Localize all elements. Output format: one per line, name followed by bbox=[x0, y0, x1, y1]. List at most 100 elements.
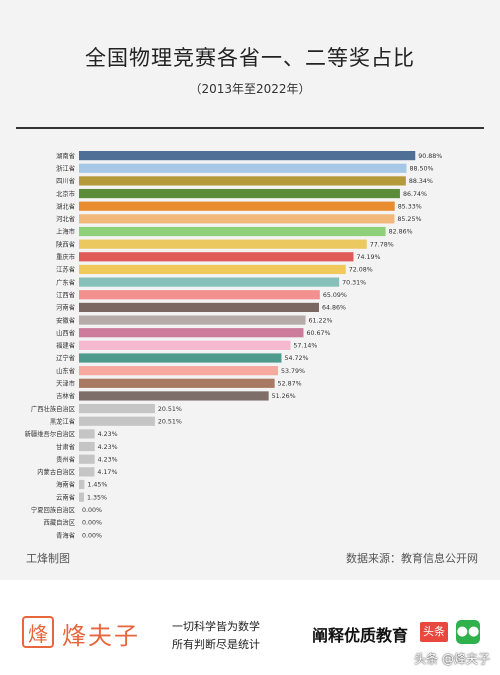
category-label: 云南省 bbox=[56, 492, 75, 501]
category-label: 内蒙古自治区 bbox=[37, 467, 75, 476]
brand-logo[interactable]: 烽 bbox=[22, 616, 54, 648]
bar bbox=[79, 492, 84, 502]
value-label: 64.86% bbox=[322, 305, 346, 312]
bar bbox=[79, 176, 406, 186]
category-label: 吉林省 bbox=[56, 391, 75, 400]
value-label: 88.34% bbox=[409, 178, 433, 185]
bar bbox=[79, 391, 269, 401]
value-label: 20.51% bbox=[158, 418, 182, 425]
category-label: 宁夏回族自治区 bbox=[31, 505, 75, 514]
bar-chart: 湖南省 90.88% 浙江省 88.50% 四川省 88.34% 北京市 86.74% 湖北省 8… bbox=[25, 151, 443, 539]
value-label: 54.72% bbox=[284, 355, 308, 362]
category-label: 福建省 bbox=[56, 341, 75, 350]
wechat-icon[interactable]: ●● bbox=[456, 620, 480, 644]
brand-tagline: 阐释优质教育 bbox=[312, 626, 409, 645]
value-label: 0.00% bbox=[82, 532, 102, 539]
bar bbox=[79, 264, 346, 275]
category-label: 西藏自治区 bbox=[44, 518, 75, 527]
value-label: 70.31% bbox=[342, 279, 366, 286]
category-label: 贵州省 bbox=[56, 454, 75, 463]
bar bbox=[79, 201, 395, 211]
category-label: 陕西省 bbox=[56, 239, 75, 248]
value-label: 90.88% bbox=[418, 153, 442, 160]
value-label: 53.79% bbox=[281, 368, 305, 375]
category-label: 湖南省 bbox=[56, 151, 75, 160]
bar bbox=[79, 404, 155, 414]
value-label: 82.86% bbox=[389, 229, 413, 236]
bar bbox=[79, 429, 95, 439]
value-label: 86.74% bbox=[403, 191, 427, 198]
brand-slogan: 一切科学皆为数学 所有判断尽是统计 bbox=[172, 618, 260, 654]
value-label: 4.23% bbox=[98, 444, 118, 451]
value-label: 57.14% bbox=[293, 343, 317, 350]
category-label: 安徽省 bbox=[56, 315, 75, 324]
toutiao-badge[interactable]: 头条 bbox=[420, 622, 448, 642]
value-label: 60.67% bbox=[306, 330, 330, 337]
value-label: 20.51% bbox=[158, 406, 182, 413]
bar bbox=[79, 214, 395, 224]
bar bbox=[79, 328, 304, 338]
bar bbox=[79, 226, 386, 237]
category-label: 新疆维吾尔自治区 bbox=[25, 429, 75, 438]
value-label: 4.17% bbox=[97, 469, 117, 476]
category-label: 辽宁省 bbox=[56, 353, 75, 362]
chart-title: 全国物理竞赛各省一、二等奖占比 bbox=[85, 46, 415, 70]
chart-subtitle: （2013年至2022年） bbox=[189, 82, 311, 96]
bar bbox=[79, 340, 291, 350]
bar bbox=[79, 441, 95, 452]
bar bbox=[79, 188, 400, 199]
value-label: 52.87% bbox=[278, 381, 302, 388]
source-label: 数据来源：教育信息公开网 bbox=[346, 552, 478, 565]
value-label: 0.00% bbox=[82, 507, 102, 514]
value-label: 1.35% bbox=[87, 494, 107, 501]
slogan-line-2: 所有判断尽是统计 bbox=[172, 638, 260, 651]
category-label: 山东省 bbox=[56, 366, 75, 375]
category-label: 黑龙江省 bbox=[50, 416, 75, 425]
value-label: 61.22% bbox=[309, 317, 333, 324]
category-label: 广东省 bbox=[56, 277, 75, 286]
title-divider bbox=[16, 127, 484, 129]
chart-card: 全国物理竞赛各省一、二等奖占比 （2013年至2022年） 湖南省 90.88% 浙… bbox=[0, 0, 500, 580]
value-label: 0.00% bbox=[82, 520, 102, 527]
bar bbox=[79, 277, 340, 287]
category-label: 山西省 bbox=[56, 328, 75, 337]
value-label: 77.78% bbox=[370, 241, 394, 248]
value-label: 51.26% bbox=[272, 393, 296, 400]
brand-name[interactable]: 烽夫子 bbox=[62, 622, 140, 650]
value-label: 74.19% bbox=[357, 254, 381, 261]
bar bbox=[79, 353, 282, 363]
bar bbox=[79, 163, 407, 173]
category-label: 甘肃省 bbox=[56, 442, 75, 451]
value-label: 4.23% bbox=[98, 456, 118, 463]
category-label: 重庆市 bbox=[56, 252, 75, 261]
bar bbox=[79, 252, 354, 262]
watermark: 头条 @烽夫子 bbox=[414, 652, 490, 666]
value-label: 88.50% bbox=[409, 165, 433, 172]
category-label: 江苏省 bbox=[56, 265, 75, 274]
value-label: 72.08% bbox=[349, 267, 373, 274]
bar bbox=[79, 378, 275, 388]
credit-label: 工烽制图 bbox=[26, 552, 70, 565]
value-label: 85.33% bbox=[398, 203, 422, 210]
value-label: 65.09% bbox=[323, 292, 347, 299]
value-label: 1.45% bbox=[87, 482, 107, 489]
bar bbox=[79, 290, 320, 300]
bar bbox=[79, 416, 155, 426]
bar bbox=[79, 239, 367, 249]
category-label: 浙江省 bbox=[56, 163, 75, 172]
brand-footer: 烽 烽夫子 一切科学皆为数学 所有判断尽是统计 阐释优质教育 头条 ●● 头条 … bbox=[0, 580, 500, 675]
value-label: 85.25% bbox=[397, 216, 421, 223]
bar bbox=[79, 151, 416, 161]
bar bbox=[79, 454, 95, 464]
bar bbox=[79, 467, 95, 477]
category-label: 四川省 bbox=[56, 176, 75, 185]
category-label: 河南省 bbox=[56, 303, 75, 312]
slogan-line-1: 一切科学皆为数学 bbox=[172, 620, 260, 633]
bar bbox=[79, 479, 85, 490]
bar bbox=[79, 366, 279, 376]
category-label: 江西省 bbox=[56, 290, 75, 299]
category-label: 河北省 bbox=[56, 214, 75, 223]
bar bbox=[79, 302, 319, 312]
category-label: 湖北省 bbox=[56, 201, 75, 210]
category-label: 北京市 bbox=[56, 189, 75, 198]
